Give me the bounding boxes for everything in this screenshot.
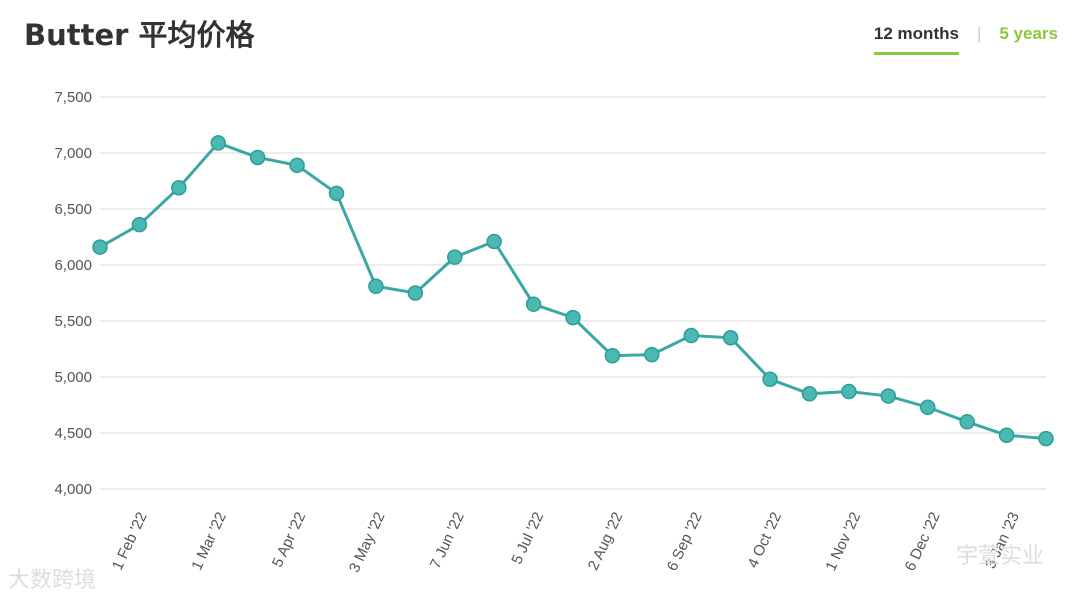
x-tick-label: 3 May '22	[346, 510, 389, 576]
tab-5-years[interactable]: 5 years	[999, 24, 1058, 43]
x-tick-label: 5 Jul '22	[508, 510, 547, 567]
data-point	[565, 309, 581, 326]
y-tick-label: 7,000	[54, 145, 92, 162]
watermark-right: 宇萱实业	[956, 538, 1044, 570]
chart-title: Butter 平均价格	[24, 18, 255, 52]
x-tick-label: 2 Aug '22	[585, 510, 627, 573]
data-point	[644, 346, 660, 363]
data-point	[131, 216, 148, 233]
y-tick-label: 5,000	[54, 369, 92, 386]
data-point	[486, 233, 502, 250]
data-point	[604, 347, 621, 364]
data-point	[998, 427, 1015, 443]
data-point	[210, 135, 226, 151]
range-tabs: 12 months | 5 years	[873, 24, 1058, 55]
x-tick-label: 6 Sep '22	[664, 510, 706, 574]
data-point	[722, 330, 739, 346]
series-line	[99, 141, 1047, 441]
x-tick-label: 7 Jun '22	[427, 510, 468, 572]
data-point	[525, 296, 542, 312]
watermark-left-text: 大数跨境	[8, 568, 97, 593]
y-tick-label: 5,500	[54, 313, 92, 330]
data-point	[959, 414, 975, 430]
watermark-left: 大数跨境	[8, 562, 96, 594]
data-point	[841, 383, 857, 400]
data-point	[92, 239, 108, 255]
y-tick-label: 6,000	[54, 257, 92, 274]
y-tick-label: 6,500	[54, 201, 92, 218]
data-point	[171, 179, 187, 196]
data-point	[920, 399, 936, 415]
x-tick-label: 1 Nov '22	[822, 510, 864, 574]
x-tick-label: 6 Dec '22	[902, 510, 944, 574]
data-point	[289, 157, 305, 174]
y-tick-label: 7,500	[54, 89, 92, 106]
tab-separator: |	[976, 24, 982, 43]
y-tick-label: 4,000	[54, 481, 92, 498]
data-point	[762, 371, 778, 387]
x-tick-label: 1 Feb '22	[109, 510, 151, 573]
data-point	[801, 386, 818, 402]
data-point	[407, 285, 424, 301]
data-point	[447, 249, 463, 265]
data-point	[1038, 430, 1054, 447]
data-point	[880, 388, 897, 404]
x-tick-label: 4 Oct '22	[744, 510, 785, 571]
data-point	[249, 149, 266, 166]
x-tick-label: 1 Mar '22	[188, 510, 230, 573]
x-tick-label: 5 Apr '22	[269, 510, 309, 570]
watermark-right-text: 宇萱实业	[955, 544, 1044, 569]
data-point	[368, 278, 384, 295]
data-point	[683, 327, 699, 344]
y-tick-label: 4,500	[54, 425, 92, 442]
data-point	[328, 185, 345, 202]
tab-12-months[interactable]: 12 months	[873, 24, 959, 55]
